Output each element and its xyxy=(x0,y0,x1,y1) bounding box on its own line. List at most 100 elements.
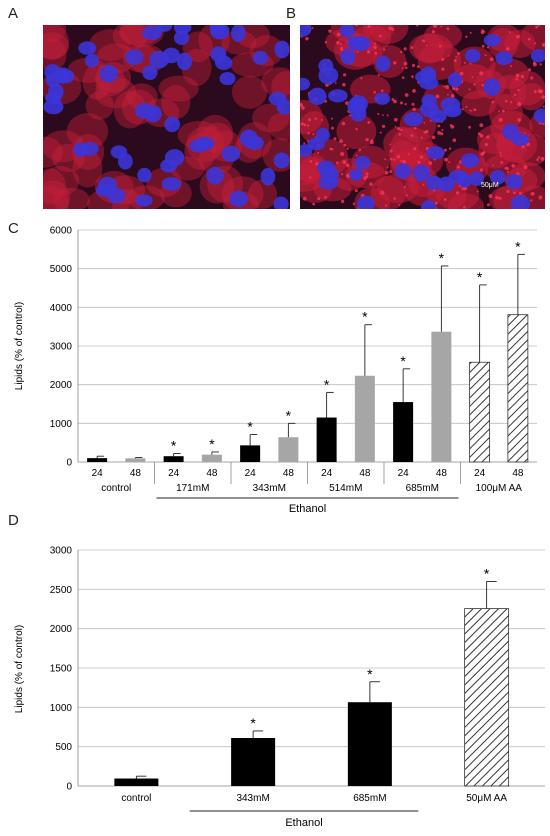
lipid-droplet xyxy=(411,102,415,106)
lipid-droplet xyxy=(477,132,481,136)
cytoplasm-blob xyxy=(43,166,80,197)
nucleus xyxy=(176,52,193,71)
nucleus xyxy=(356,195,375,209)
nucleus xyxy=(135,194,153,207)
lipid-droplet xyxy=(396,127,400,131)
lipid-droplet xyxy=(515,73,520,78)
cell-layer xyxy=(300,25,545,209)
nucleus xyxy=(353,36,371,51)
cytoplasm-blob xyxy=(261,67,290,97)
cytoplasm-blob xyxy=(231,75,268,109)
lipid-droplet xyxy=(434,201,438,205)
nucleus xyxy=(339,25,355,38)
micrograph-b-image xyxy=(300,25,545,209)
lipid-droplet xyxy=(391,98,395,101)
cytoplasm-blob xyxy=(52,187,90,209)
lipid-droplet xyxy=(437,124,441,128)
lipid-droplet xyxy=(439,44,442,48)
lipid-droplet xyxy=(542,105,545,108)
lipid-droplet xyxy=(393,99,397,104)
cytoplasm-blob xyxy=(43,168,66,205)
lipid-droplet xyxy=(328,29,332,33)
nucleus xyxy=(206,166,224,185)
lipid-droplet xyxy=(431,30,436,34)
lipid-droplet xyxy=(532,61,536,65)
bar xyxy=(240,445,261,462)
significance-star: * xyxy=(477,269,483,285)
lipid-droplet xyxy=(403,61,408,66)
significance-star: * xyxy=(324,376,330,392)
lipid-droplet xyxy=(355,25,358,27)
lipid-droplet xyxy=(355,154,358,157)
lipid-droplet xyxy=(479,133,484,138)
cytoplasm-blob xyxy=(94,76,137,109)
lipid-droplet xyxy=(341,121,346,126)
cytoplasm-blob xyxy=(158,75,199,102)
chart-d: Lipids (% of control) 0 500 1000 1500 2000 25… xyxy=(14,546,545,829)
nucleus xyxy=(340,48,356,65)
lipid-droplet xyxy=(303,123,307,127)
lipid-droplet xyxy=(379,34,382,38)
bar xyxy=(163,456,184,462)
nucleus xyxy=(274,40,290,59)
nucleus xyxy=(354,155,371,170)
x-tick-label: 48 xyxy=(206,468,218,479)
y-tick-label: 4000 xyxy=(50,303,73,314)
nucleus xyxy=(489,170,506,185)
nucleus xyxy=(78,41,97,55)
lipid-droplet xyxy=(423,121,426,124)
y-tick-label: 2000 xyxy=(50,380,73,391)
lipid-droplet xyxy=(312,202,315,206)
cytoplasm-blob xyxy=(113,90,147,129)
lipid-droplet xyxy=(388,26,393,31)
cytoplasm-blob xyxy=(221,30,257,55)
lipid-droplet xyxy=(305,37,309,41)
nucleus xyxy=(300,25,312,37)
lipid-droplet xyxy=(302,196,307,201)
nucleus xyxy=(43,99,64,115)
lipid-droplet xyxy=(309,176,312,179)
lipid-droplet xyxy=(507,170,510,173)
x-tick-label: 48 xyxy=(512,468,524,479)
nucleus xyxy=(483,78,501,96)
lipid-droplet xyxy=(515,78,518,81)
nucleus xyxy=(160,159,178,173)
lipid-droplet xyxy=(499,154,502,157)
significance-star: * xyxy=(515,238,521,254)
lipid-droplet xyxy=(352,202,356,206)
nucleus xyxy=(495,51,513,66)
cytoplasm-blob xyxy=(345,161,386,189)
x-tick-label: 24 xyxy=(398,468,410,479)
lipid-droplet xyxy=(398,203,401,206)
lipid-droplet xyxy=(441,58,445,61)
nucleus xyxy=(210,25,230,40)
lipid-droplet xyxy=(399,50,403,54)
lipid-droplet xyxy=(356,51,359,53)
lipid-droplet xyxy=(443,85,445,88)
nucleus xyxy=(149,50,169,69)
lipid-droplet xyxy=(455,191,460,195)
significance-star: * xyxy=(367,666,373,682)
nucleus xyxy=(437,176,455,192)
nucleus xyxy=(374,92,391,105)
lipid-droplet xyxy=(340,152,345,156)
lipid-droplet xyxy=(448,147,452,150)
nucleus xyxy=(425,175,442,191)
lipid-droplet xyxy=(399,101,404,105)
lipid-droplet xyxy=(333,137,337,141)
lipid-droplet xyxy=(311,27,314,30)
lipid-droplet xyxy=(459,71,464,76)
lipid-droplet xyxy=(329,147,332,151)
y-tick-label: 1500 xyxy=(50,664,73,675)
x-tick-label: 24 xyxy=(92,468,104,479)
cytoplasm-blob xyxy=(85,91,114,120)
lipid-droplet xyxy=(523,132,526,134)
nucleus xyxy=(511,133,530,146)
lipid-droplet xyxy=(473,108,477,112)
cytoplasm-blob xyxy=(43,130,85,163)
x-tick-label: 24 xyxy=(474,468,486,479)
lipid-droplet xyxy=(384,170,389,175)
lipid-droplet xyxy=(307,132,310,135)
lipid-droplet xyxy=(484,54,487,57)
lipid-droplet xyxy=(469,62,472,65)
